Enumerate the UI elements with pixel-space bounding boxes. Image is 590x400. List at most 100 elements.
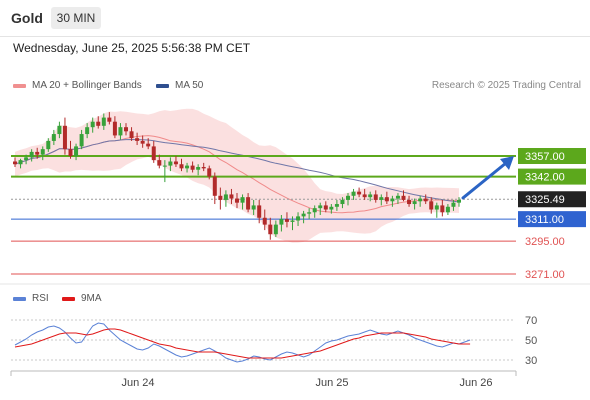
candle-body — [357, 191, 362, 195]
candle-body — [112, 121, 117, 136]
candle-body — [207, 168, 212, 177]
candle-body — [235, 198, 239, 203]
candle-body — [296, 216, 301, 221]
rsi-line — [14, 322, 471, 363]
candle-body — [340, 199, 345, 205]
candle-body — [251, 205, 256, 210]
legend-rsi-label: RSI — [32, 293, 49, 304]
candle-body — [457, 199, 461, 203]
level-tag-3311.00 — [518, 211, 586, 228]
candle-body — [290, 220, 295, 222]
candle-body — [190, 165, 195, 170]
level-tag-3357.00 — [518, 148, 586, 165]
candle-body — [273, 224, 278, 235]
candle-body — [212, 176, 217, 196]
rsi-ma9-line — [14, 328, 471, 359]
legend-ma50-label: MA 50 — [175, 80, 204, 91]
candle-body — [445, 206, 450, 213]
legend-ma20-bb: MA 20 + Bollinger Bands — [13, 80, 142, 91]
candle-body — [129, 131, 134, 139]
candle-body — [179, 164, 184, 169]
candle-body — [390, 198, 395, 202]
candle-body — [196, 166, 201, 170]
candle-body — [62, 125, 67, 150]
rsi-swatch — [13, 296, 26, 301]
legend-9ma-label: 9MA — [81, 293, 102, 304]
rsi-tick-label: 30 — [525, 355, 537, 367]
level-label-3271.00: 3271.00 — [525, 269, 565, 281]
candle-body — [85, 127, 90, 135]
datetime-label: Wednesday, June 25, 2025 5:56:38 PM CET — [13, 41, 251, 55]
candle-body — [74, 146, 79, 157]
candle-body — [79, 134, 84, 147]
candle-body — [412, 201, 417, 205]
level-label-3295.00: 3295.00 — [525, 236, 565, 248]
ma50-line — [14, 138, 460, 203]
candle-body — [395, 195, 400, 199]
candle-body — [401, 195, 406, 200]
x-tick-label: Jun 24 — [121, 377, 154, 389]
legend-ma20-label: MA 20 + Bollinger Bands — [32, 80, 142, 91]
level-label-3325.49: 3325.49 — [525, 194, 565, 206]
candle-body — [418, 198, 423, 202]
candle-body — [268, 224, 273, 235]
candle-body — [101, 117, 106, 126]
candle-body — [218, 195, 223, 200]
legend-9ma: 9MA — [62, 293, 102, 304]
candle-body — [379, 197, 384, 200]
header-bar: Gold 30 MIN — [0, 0, 590, 37]
candle-body — [18, 160, 23, 165]
candle-body — [229, 194, 234, 199]
candle-body — [307, 212, 312, 214]
candle-body — [362, 194, 367, 198]
candle-body — [51, 134, 56, 141]
candle-body — [146, 143, 151, 147]
candle-body — [240, 197, 245, 203]
candle-body — [223, 194, 228, 200]
forecast-arrow-head — [500, 156, 514, 171]
candle-body — [323, 205, 328, 210]
candle-body — [284, 219, 289, 222]
level-tag-3325.49 — [518, 191, 586, 208]
candle-body — [423, 198, 428, 202]
timeframe-button[interactable]: 30 MIN — [51, 7, 101, 29]
candle-body — [201, 166, 206, 169]
candle-body — [46, 140, 51, 150]
candle-body — [351, 191, 356, 196]
candle-body — [107, 117, 112, 122]
candle-body — [334, 204, 339, 207]
candle-body — [35, 151, 40, 155]
candle-body — [90, 121, 95, 128]
candle-body — [40, 149, 45, 155]
candle-body — [246, 197, 251, 210]
candle-body — [434, 205, 439, 210]
candle-body — [429, 201, 434, 210]
candle-body — [384, 197, 389, 202]
legend-rsi: RSI — [13, 293, 49, 304]
candle-body — [151, 146, 156, 161]
candle-body — [346, 195, 350, 200]
forecast-arrow-shaft — [461, 161, 508, 200]
candle-body — [124, 127, 128, 132]
candle-body — [68, 149, 73, 157]
candle-body — [118, 127, 123, 136]
ma9-swatch — [62, 296, 75, 301]
candle-body — [173, 161, 178, 165]
candle-body — [279, 219, 284, 225]
level-label-3311.00: 3311.00 — [525, 214, 564, 226]
candle-body — [440, 205, 445, 213]
candle-body — [329, 206, 334, 210]
x-tick-label: Jun 25 — [315, 377, 348, 389]
rsi-tick-label: 50 — [525, 335, 537, 347]
level-label-3357.00: 3357.00 — [525, 151, 565, 163]
ma20-swatch — [13, 83, 26, 88]
legend-ma50: MA 50 — [156, 80, 203, 91]
candle-body — [312, 208, 317, 213]
level-label-3342.00: 3342.00 — [525, 172, 565, 184]
candle-body — [168, 161, 173, 166]
candle-body — [373, 194, 378, 200]
candle-body — [262, 217, 267, 225]
candle-body — [157, 160, 162, 166]
candle-body — [162, 165, 167, 167]
